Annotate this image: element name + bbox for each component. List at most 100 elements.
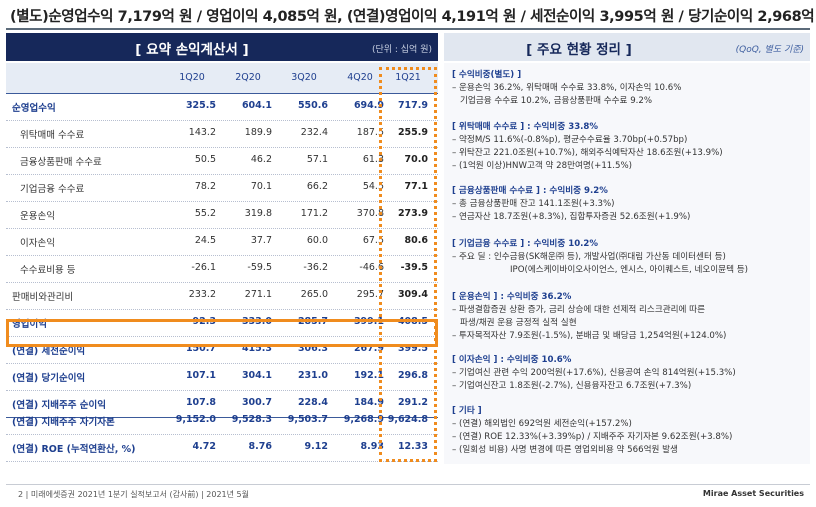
- footer-rule: [6, 484, 810, 485]
- cell: 8.93: [360, 441, 384, 452]
- cell: 717.9: [397, 100, 428, 111]
- row-label: 운용손익: [20, 211, 55, 222]
- cell: 46.2: [250, 154, 272, 165]
- summary-header: [ 주요 현황 정리 ] (QoQ, 별도 기준): [444, 33, 810, 61]
- cell: 24.5: [194, 235, 216, 246]
- summary-body: [ 수익비중(별도) ] – 운용손익 36.2%, 위탁매매 수수료 33.8…: [444, 63, 810, 464]
- cell: 4.72: [192, 441, 216, 452]
- section-title: [ 기업금융 수수료 ] : 수익비중 10.2%: [452, 239, 599, 249]
- section-line: – (일회성 비용) 사명 변경에 따른 영업외비용 약 566억원 발생: [452, 445, 678, 455]
- row-label: (연결) 지배주주 순이익: [12, 400, 106, 411]
- cell: -46.6: [359, 262, 384, 273]
- cell: 189.9: [244, 127, 272, 138]
- cell: 107.1: [185, 370, 216, 381]
- unit-label: (단위 : 십억 원): [371, 45, 432, 55]
- cell: 228.4: [297, 397, 328, 408]
- table-row: 위탁매매 수수료 143.2 189.9 232.4 187.5 255.9: [6, 120, 438, 148]
- cell: 399.5: [397, 343, 428, 354]
- cell: 171.2: [300, 208, 328, 219]
- column-header-row: 1Q20 2Q20 3Q20 4Q20 1Q21: [6, 63, 438, 94]
- cell: 232.4: [300, 127, 328, 138]
- title-rule: [6, 28, 810, 30]
- section-line: 기업금융 수수료 10.2%, 금융상품판매 수수료 9.2%: [460, 96, 653, 106]
- cell: 9,624.8: [387, 414, 428, 425]
- table-row: (연결) 세전순이익 150.7 415.3 306.3 267.9 399.5: [6, 336, 438, 364]
- 1q21-column-highlight: [379, 67, 437, 462]
- footer-text: 2 | 미래에셋증권 2021년 1분기 실적보고서 (감사前) | 2021년…: [18, 490, 249, 499]
- cell: 107.8: [185, 397, 216, 408]
- cell: 9,528.3: [231, 414, 272, 425]
- cell: 273.9: [397, 208, 428, 219]
- cell: 57.1: [306, 154, 328, 165]
- cell: 325.5: [185, 100, 216, 111]
- section-trading: [ 운용손익 ] : 수익비중 36.2% – 파생결합증권 상환 증가, 금리…: [452, 291, 726, 343]
- section-line: – 투자목적자산 7.9조원(-1.5%), 분배금 및 배당금 1,254억원…: [452, 331, 727, 341]
- table-row: (연결) ROE (누적연환산, %) 4.72 8.76 9.12 8.93 …: [6, 434, 438, 462]
- column-header-3q20: 3Q20: [291, 72, 317, 83]
- cell: 67.5: [362, 235, 384, 246]
- section-line: IPO(에스케이바이오사이언스, 엔시스, 아이퀘스트, 네오이뮨텍 등): [510, 265, 748, 275]
- section-title: [ 수익비중(별도) ]: [452, 70, 522, 80]
- row-label: (연결) 당기순이익: [12, 373, 86, 384]
- cell: 70.0: [404, 154, 428, 165]
- cell: 50.5: [194, 154, 216, 165]
- row-label: (연결) ROE (누적연환산, %): [12, 444, 136, 455]
- section-line: – 위탁잔고 221.0조원(+10.7%), 해외주식예탁자산 18.6조원(…: [452, 148, 723, 158]
- cell: 694.9: [353, 100, 384, 111]
- cell: 55.2: [194, 208, 216, 219]
- row-label: 영업이익: [12, 319, 47, 330]
- section-ib: [ 기업금융 수수료 ] : 수익비중 10.2% – 주요 딜 : 인수금융(…: [452, 238, 748, 277]
- section-line: 파생/채권 운용 긍정적 실적 실현: [460, 318, 577, 328]
- section-line: – 기업여신잔고 1.8조원(-2.7%), 신용융자잔고 6.7조원(+7.3…: [452, 381, 692, 391]
- cell: -36.2: [303, 262, 328, 273]
- cell: 296.8: [397, 370, 428, 381]
- cell: 143.2: [188, 127, 216, 138]
- section-interest: [ 이자손익 ] : 수익비중 10.6% – 기업여신 관련 수익 200억원…: [452, 354, 736, 393]
- row-label: 판매비와관리비: [12, 292, 74, 303]
- cell: 271.1: [244, 289, 272, 300]
- section-title: [ 금융상품판매 수수료 ] : 수익비중 9.2%: [452, 186, 608, 196]
- section-title: [ 운용손익 ] : 수익비중 36.2%: [452, 292, 572, 302]
- cell: 267.9: [353, 343, 384, 354]
- section-title: [ 기타 ]: [452, 406, 482, 416]
- section-line: – (연결) ROE 12.33%(+3.39%p) / 지배주주 자기자본 9…: [452, 432, 733, 442]
- cell: 231.0: [297, 370, 328, 381]
- cell: 604.1: [241, 100, 272, 111]
- cell: -26.1: [191, 262, 216, 273]
- section-brokerage: [ 위탁매매 수수료 ] : 수익비중 33.8% – 약정M/S 11.6%(…: [452, 121, 723, 173]
- section-line: – 파생결합증권 상환 증가, 금리 상승에 대한 선제적 리스크관리에 따른: [452, 305, 705, 315]
- cell: 309.4: [397, 289, 428, 300]
- cell: 150.7: [185, 343, 216, 354]
- table-row: (연결) 당기순이익 107.1 304.1 231.0 192.1 296.8: [6, 363, 438, 391]
- cell: 255.9: [397, 127, 428, 138]
- cell: 295.7: [356, 289, 384, 300]
- table-row: 기업금융 수수료 78.2 70.1 66.2 54.5 77.1: [6, 174, 438, 202]
- row-label: 수수료비용 등: [20, 265, 76, 276]
- cell: 550.6: [297, 100, 328, 111]
- section-other: [ 기타 ] – (연결) 해외법인 692억원 세전순익(+157.2%) –…: [452, 405, 732, 457]
- cell: 9,152.0: [175, 414, 216, 425]
- cell: 9,268.9: [343, 414, 384, 425]
- cell: 66.2: [306, 181, 328, 192]
- cell: 265.0: [300, 289, 328, 300]
- table-row: 수수료비용 등 -26.1 -59.5 -36.2 -46.6 -39.5: [6, 255, 438, 283]
- cell: 78.2: [194, 181, 216, 192]
- row-label: (연결) 지배주주 자기자본: [12, 417, 115, 428]
- column-header-1q21: 1Q21: [395, 72, 421, 83]
- row-label: 금융상품판매 수수료: [20, 157, 102, 168]
- cell: 77.1: [404, 181, 428, 192]
- cell: -39.5: [400, 262, 428, 273]
- cell: 233.2: [188, 289, 216, 300]
- cell: 61.3: [362, 154, 384, 165]
- section-product-sales: [ 금융상품판매 수수료 ] : 수익비중 9.2% – 총 금융상품판매 잔고…: [452, 185, 690, 224]
- pretax-income-highlight: [6, 319, 438, 347]
- cell: 192.1: [353, 370, 384, 381]
- cell: 184.9: [353, 397, 384, 408]
- table-row: 이자손익 24.5 37.7 60.0 67.5 80.6: [6, 228, 438, 256]
- cell: 8.76: [248, 441, 272, 452]
- table-row: 운용손익 55.2 319.8 171.2 370.8 273.9: [6, 201, 438, 229]
- section-line: – 주요 딜 : 인수금융(SK해운㈜ 등), 개발사업(㈜대림 가산동 데이터…: [452, 252, 726, 262]
- table-row: 금융상품판매 수수료 50.5 46.2 57.1 61.3 70.0: [6, 147, 438, 175]
- summary-note: (QoQ, 별도 기준): [735, 45, 804, 55]
- table-row: (연결) 지배주주 순이익 107.8 300.7 228.4 184.9 29…: [6, 390, 438, 418]
